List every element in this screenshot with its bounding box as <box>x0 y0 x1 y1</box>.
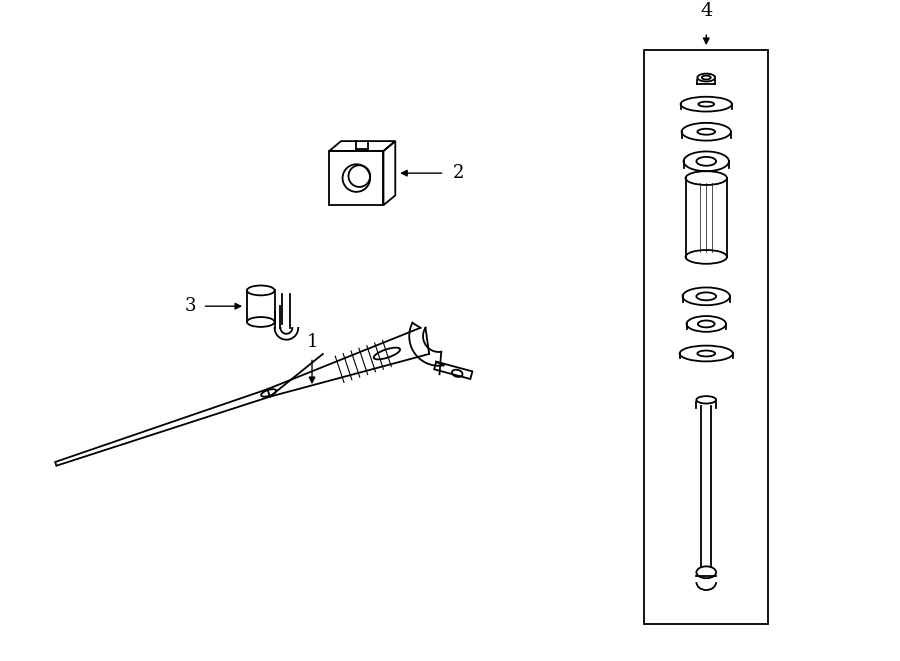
Text: 3: 3 <box>184 297 195 315</box>
Bar <box>329 151 383 205</box>
Text: 4: 4 <box>700 3 713 20</box>
Bar <box>644 50 769 623</box>
Text: 2: 2 <box>453 164 464 182</box>
Text: 1: 1 <box>306 332 318 350</box>
